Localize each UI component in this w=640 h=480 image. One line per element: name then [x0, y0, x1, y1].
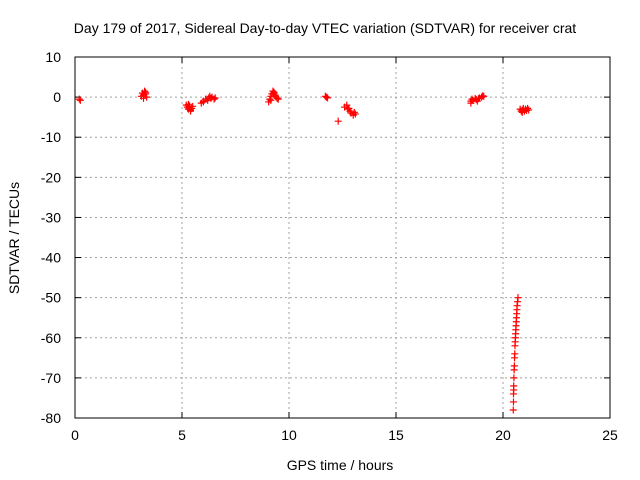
y-tick-label: 0 [53, 89, 61, 105]
data-point [511, 354, 519, 362]
data-point [467, 99, 475, 107]
data-point [518, 108, 526, 116]
data-point [75, 95, 83, 103]
data-point [509, 398, 517, 406]
chart-title: Day 179 of 2017, Sidereal Day-to-day VTE… [74, 20, 576, 36]
data-point [210, 95, 218, 103]
x-tick-label: 15 [388, 427, 404, 443]
data-point [199, 98, 207, 106]
data-point [525, 106, 533, 114]
data-point [350, 108, 358, 116]
data-point [270, 88, 278, 96]
data-point [211, 94, 219, 102]
x-tick-label: 5 [178, 427, 186, 443]
data-point [509, 390, 517, 398]
data-point [322, 93, 330, 101]
y-tick-label: -70 [41, 370, 61, 386]
y-tick-label: -80 [41, 410, 61, 426]
x-tick-label: 25 [602, 427, 618, 443]
x-tick-label: 10 [281, 427, 297, 443]
data-point [511, 342, 519, 350]
x-tick-label: 0 [71, 427, 79, 443]
y-tick-label: -20 [41, 169, 61, 185]
data-point [76, 96, 84, 104]
data-point [524, 104, 532, 112]
y-tick-label: -10 [41, 129, 61, 145]
y-tick-label: -50 [41, 290, 61, 306]
x-tick-label: 20 [495, 427, 511, 443]
y-tick-label: -60 [41, 330, 61, 346]
data-point [480, 92, 488, 100]
data-point [139, 94, 147, 102]
data-point [267, 96, 275, 104]
data-point [187, 106, 195, 114]
y-axis-label: SDTVAR / TECUs [6, 182, 22, 294]
x-axis-label: GPS time / hours [287, 457, 394, 473]
y-tick-label: -30 [41, 209, 61, 225]
data-point [143, 93, 151, 101]
data-point [273, 94, 281, 102]
data-point [324, 94, 332, 102]
data-point [189, 102, 197, 110]
y-tick-label: 10 [45, 49, 61, 65]
grid [75, 57, 610, 418]
data-point [334, 117, 342, 125]
data-point [184, 100, 192, 108]
data-point [474, 95, 482, 103]
data-points [75, 87, 533, 414]
axis-ticks: 0 5 10 15 20 25 10 0 -10 -20 -30 -40 -50 -60 -70 -80 [41, 49, 618, 443]
data-point [510, 374, 518, 382]
y-tick-label: -40 [41, 250, 61, 266]
plot-frame [74, 56, 611, 419]
data-point [510, 366, 518, 374]
data-point [351, 110, 359, 118]
data-point [274, 95, 282, 103]
data-point [509, 406, 517, 414]
data-point [142, 88, 150, 96]
